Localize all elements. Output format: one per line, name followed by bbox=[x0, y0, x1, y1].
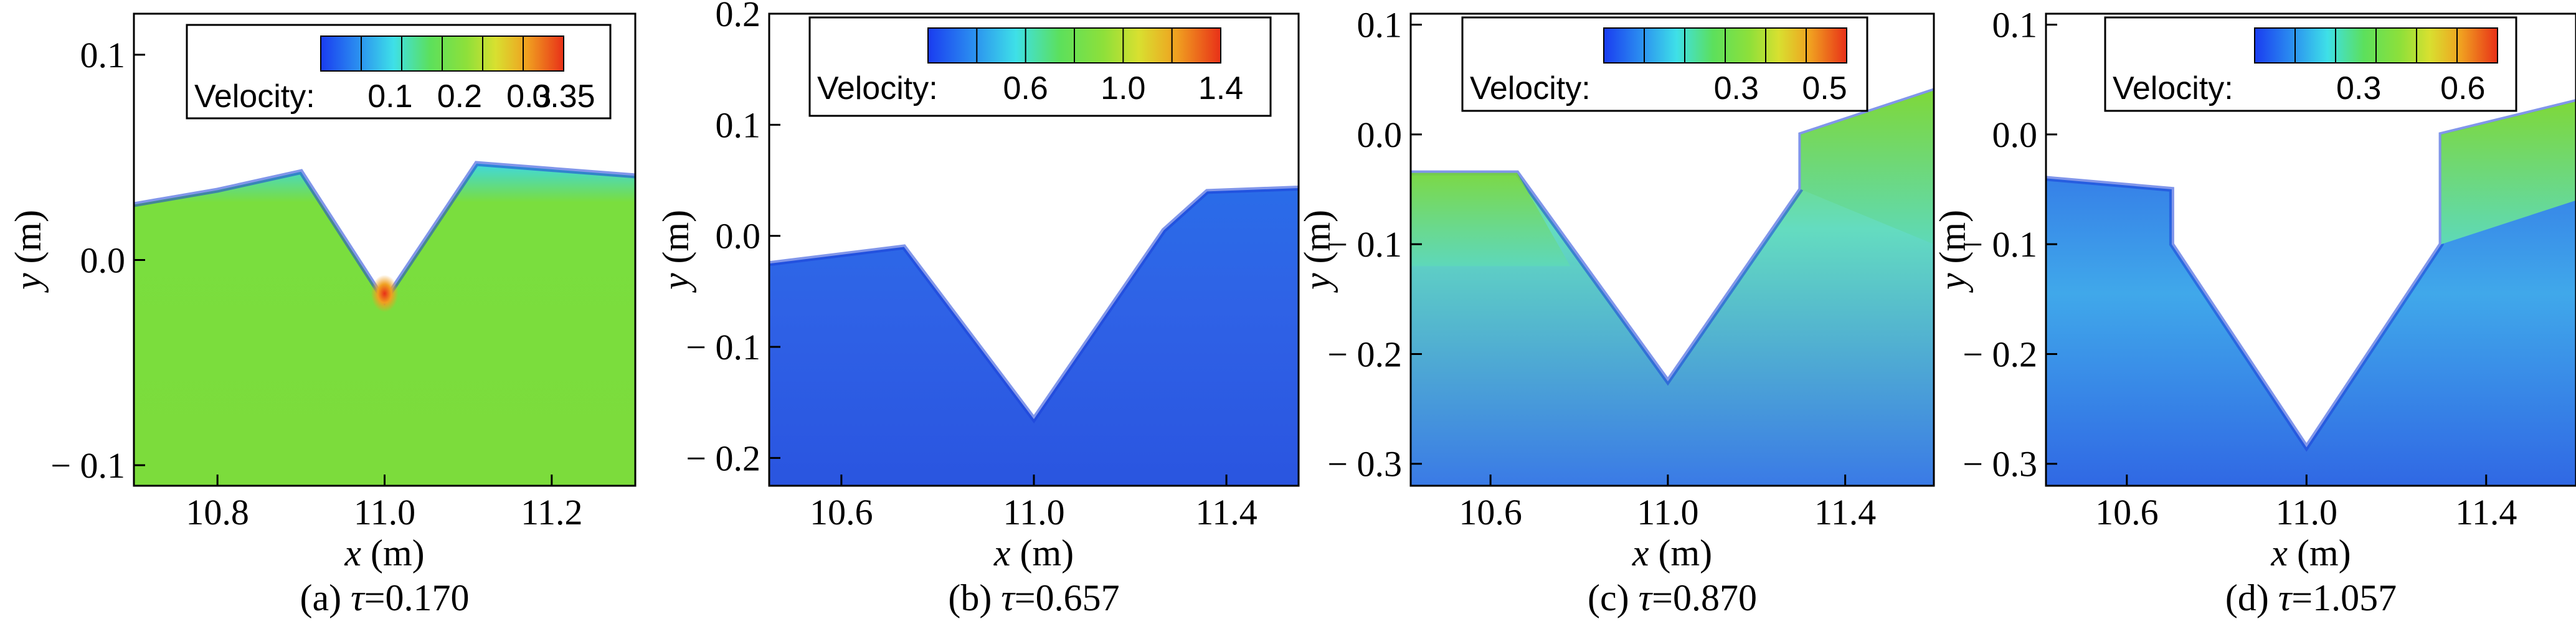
y-tick-label: − 0.2 bbox=[1963, 334, 2037, 374]
y-tick-label: − 0.3 bbox=[1963, 444, 2037, 485]
y-tick-label: − 0.2 bbox=[1327, 334, 1402, 374]
y-tick-label: 0.2 bbox=[716, 0, 761, 34]
x-tick-label: 11.2 bbox=[521, 492, 582, 532]
y-tick-label: − 0.3 bbox=[1327, 444, 1402, 485]
colorbar-label: Velocity: bbox=[1470, 70, 1591, 106]
colorbar-tick-label: 0.3 bbox=[506, 78, 551, 115]
x-tick-label: 11.4 bbox=[2455, 492, 2517, 532]
y-tick-label: − 0.1 bbox=[686, 327, 760, 367]
free-surface-line bbox=[769, 186, 1299, 423]
y-tick-label: − 0.2 bbox=[686, 438, 760, 478]
colorbar-tick-label: 0.6 bbox=[2440, 70, 2485, 106]
colorbar-label: Velocity: bbox=[194, 78, 315, 115]
colorbar-tick-label: 0.5 bbox=[1802, 70, 1847, 106]
y-tick-label: − 0.1 bbox=[50, 445, 125, 486]
plot-frame bbox=[1409, 12, 1935, 487]
x-tick-label: 10.8 bbox=[186, 492, 249, 532]
fluid-region bbox=[134, 163, 635, 486]
y-tick-label: − 0.1 bbox=[1327, 224, 1402, 265]
y-tick-label: 0.1 bbox=[716, 105, 761, 145]
colorbar-tick-label: 0.6 bbox=[1003, 70, 1048, 106]
x-axis-label: x (m) bbox=[344, 532, 424, 574]
panel-caption: (c) τ=0.870 bbox=[1588, 577, 1757, 618]
fluid-region bbox=[769, 188, 1299, 486]
panel-d: 10.6 11.0 11.4 0.1 0.0 − 0.1 − 0.2 − 0.3 x (m) y … bbox=[1932, 5, 2576, 618]
colorbar-tick-label: 0.3 bbox=[2336, 70, 2381, 106]
x-axis-label: x (m) bbox=[2270, 532, 2351, 574]
fluid-jet-region bbox=[1801, 90, 1934, 245]
x-tick-label: 10.6 bbox=[2095, 492, 2159, 532]
y-tick-label: 0.0 bbox=[1357, 115, 1403, 155]
panel-caption: (a) τ=0.170 bbox=[300, 577, 470, 618]
colorbar-tick-label: 0.35 bbox=[532, 78, 595, 115]
x-tick-label: 11.0 bbox=[354, 492, 415, 532]
fluid-jet-region bbox=[2441, 102, 2576, 245]
colorbar-tick-label: 1.0 bbox=[1101, 70, 1145, 106]
y-tick-label: 0.0 bbox=[80, 240, 126, 280]
y-tick-label: 0.1 bbox=[80, 35, 126, 75]
x-tick-label: 11.0 bbox=[1003, 492, 1064, 532]
x-tick-label: 10.6 bbox=[1459, 492, 1522, 532]
y-tick-label: 0.0 bbox=[1992, 115, 2038, 155]
plot-frame bbox=[2045, 12, 2576, 487]
colorbar-tick-label: 1.4 bbox=[1198, 70, 1243, 106]
colorbar-label: Velocity: bbox=[2113, 70, 2233, 106]
y-axis-label: y (m) bbox=[1297, 210, 1338, 293]
panel-a: 10.8 11.0 11.2 0.1 0.0 − 0.1 x (m) y (m) (a) τ=0… bbox=[7, 12, 637, 618]
y-axis-label: y (m) bbox=[1932, 210, 1973, 293]
fluid-upstream-region bbox=[1411, 173, 1571, 267]
colorbar-label: Velocity: bbox=[817, 70, 938, 106]
panel-b: 10.6 11.0 11.4 0.2 0.1 0.0 − 0.1 − 0.2 x (m) y (m… bbox=[655, 0, 1300, 618]
x-tick-label: 11.4 bbox=[1814, 492, 1876, 532]
y-tick-label: 0.1 bbox=[1357, 5, 1403, 45]
y-tick-label: − 0.1 bbox=[1963, 224, 2037, 265]
colorbar-tick-label: 0.3 bbox=[1714, 70, 1759, 106]
x-tick-label: 11.0 bbox=[1637, 492, 1698, 532]
x-tick-label: 11.0 bbox=[2276, 492, 2337, 532]
colorbar-tick-label: 0.2 bbox=[437, 78, 482, 115]
x-axis-label: x (m) bbox=[993, 532, 1074, 574]
panel-c: 10.6 11.0 11.4 0.1 0.0 − 0.1 − 0.2 − 0.3 x (m) y … bbox=[1297, 5, 1935, 618]
y-tick-label: 0.1 bbox=[1992, 5, 2038, 45]
y-axis-label: y (m) bbox=[655, 210, 696, 293]
x-tick-label: 10.6 bbox=[810, 492, 873, 532]
x-tick-label: 11.4 bbox=[1195, 492, 1257, 532]
free-surface-line bbox=[134, 161, 635, 306]
y-tick-label: 0.0 bbox=[716, 216, 761, 257]
panel-caption: (b) τ=0.657 bbox=[948, 577, 1119, 618]
colorbar-tick-label: 0.1 bbox=[367, 78, 412, 115]
velocity-hotspot bbox=[371, 275, 399, 313]
panel-caption: (d) τ=1.057 bbox=[2225, 577, 2397, 618]
y-axis-label: y (m) bbox=[7, 210, 49, 293]
x-axis-label: x (m) bbox=[1632, 532, 1712, 574]
